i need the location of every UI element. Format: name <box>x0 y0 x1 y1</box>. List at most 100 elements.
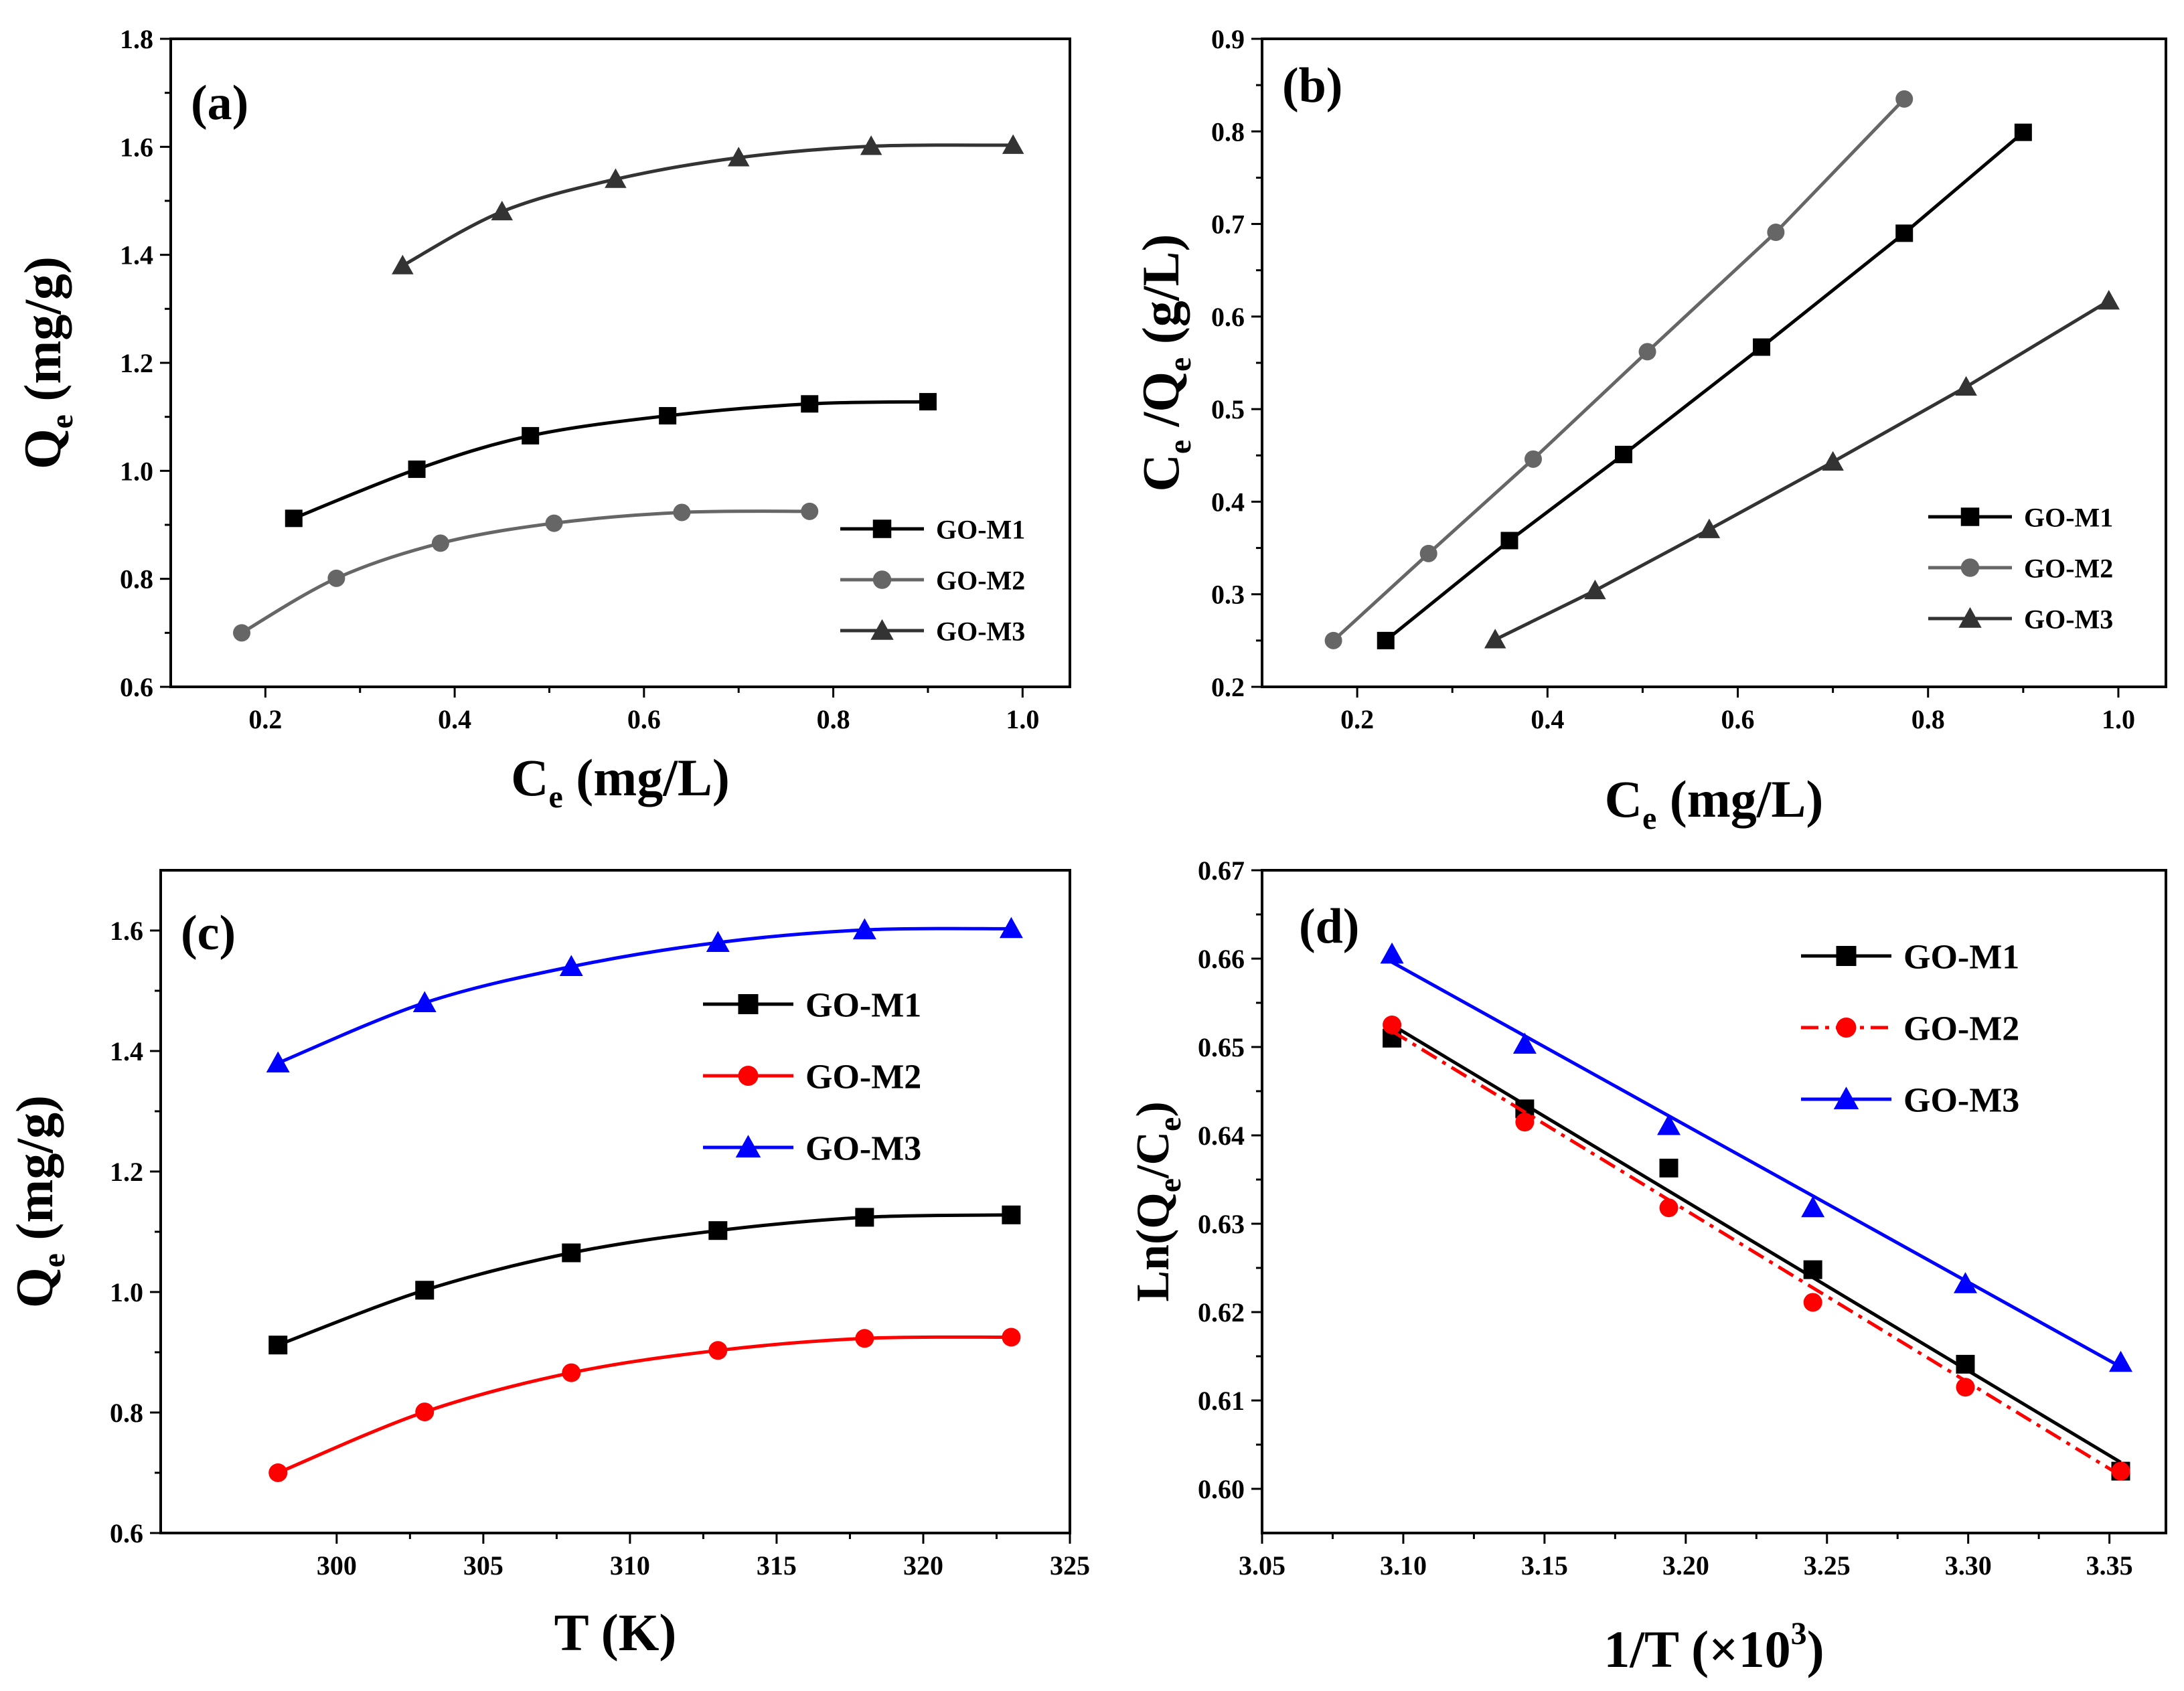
data-point <box>268 1336 288 1355</box>
data-point <box>1383 1016 1402 1034</box>
y-tick-label: 0.5 <box>1211 394 1245 424</box>
x-axis-label: T (K) <box>554 1603 677 1662</box>
data-point <box>1895 90 1914 108</box>
y-tick-label: 0.9 <box>1211 24 1245 54</box>
x-tick-label: 1.0 <box>2102 704 2135 734</box>
data-point <box>2109 1350 2132 1372</box>
chart-panel-a: 0.2 0.4 0.6 0.8 1.0 0.6 0.8 1.0 1.2 1.4 1.6 1.8 Ce (… <box>13 24 1071 815</box>
data-point <box>708 1221 728 1240</box>
x-tick-label: 0.2 <box>248 704 282 734</box>
data-point <box>706 931 730 952</box>
fit-line <box>1391 961 2122 1369</box>
data-point <box>1659 1158 1679 1178</box>
plot-frame <box>169 37 1071 688</box>
series-go-m1 <box>268 1205 1021 1355</box>
x-tick-label: 0.4 <box>1531 704 1564 734</box>
series-line <box>1332 98 1906 642</box>
data-point <box>855 1329 874 1348</box>
data-point <box>919 393 937 411</box>
y-tick-label: 0.8 <box>1211 116 1245 147</box>
data-point <box>801 395 819 413</box>
data-point <box>268 1463 288 1482</box>
data-point <box>412 991 437 1012</box>
series-go-m2 <box>1324 90 1914 649</box>
series-go-m2 <box>1383 1016 2130 1481</box>
series-line <box>277 927 1012 1065</box>
legend-marker <box>872 519 892 538</box>
y-tick-label: 1.6 <box>120 132 153 162</box>
series-line <box>402 143 1014 267</box>
y-tick-label: 1.0 <box>110 1277 143 1307</box>
y-tick-label: 0.6 <box>120 672 153 702</box>
series-go-m1 <box>1377 123 2032 649</box>
x-tick-label: 0.2 <box>1340 704 1374 734</box>
y-tick-label: 0.65 <box>1198 1032 1245 1062</box>
data-point <box>1956 1378 1975 1397</box>
data-point <box>1822 451 1844 471</box>
x-tick-label: 0.6 <box>1721 704 1755 734</box>
data-point <box>559 955 583 976</box>
legend-label: GO-M2 <box>1903 1010 2019 1048</box>
data-point <box>545 514 563 532</box>
data-point <box>1801 1196 1825 1218</box>
legend-label: GO-M1 <box>1903 939 2019 977</box>
x-tick-label: 3.20 <box>1662 1550 1709 1581</box>
x-tick-label: 325 <box>1050 1550 1090 1581</box>
y-tick-label: 1.2 <box>120 348 153 378</box>
y-tick-label: 1.0 <box>120 456 153 486</box>
chart-panel-b: 0.2 0.4 0.6 0.8 1.0 0.2 0.3 0.4 0.5 0.6 0.7 0.8 0.9 C… <box>1132 24 2167 836</box>
legend-label: GO-M2 <box>805 1058 921 1097</box>
panel-label: (c) <box>181 906 236 961</box>
legend-marker <box>1836 1018 1857 1038</box>
data-point <box>408 460 426 478</box>
data-point <box>285 509 303 528</box>
data-point <box>1380 942 1404 964</box>
x-tick-label: 3.15 <box>1521 1550 1568 1581</box>
legend: GO-M1 GO-M2 GO-M3 <box>1801 939 2019 1120</box>
y-tick-label: 0.61 <box>1198 1386 1245 1416</box>
legend-label: GO-M2 <box>2024 553 2113 583</box>
legend-label: GO-M1 <box>936 514 1025 544</box>
y-tick-label: 1.8 <box>120 24 153 54</box>
legend-marker <box>1958 607 1982 628</box>
legend-label: GO-M1 <box>805 987 921 1025</box>
data-point <box>1002 1205 1021 1224</box>
plot-frame <box>1261 869 2167 1534</box>
x-tick-label: 310 <box>610 1550 650 1581</box>
chart-panel-d: 3.05 3.10 3.15 3.20 3.25 3.30 3.35 0.60 0.61 0.62… <box>1127 856 2167 1678</box>
data-point <box>491 200 514 221</box>
data-point <box>415 1281 435 1300</box>
y-tick-label: 0.4 <box>1211 487 1245 517</box>
fit-line <box>1391 1030 2122 1477</box>
legend-label: GO-M3 <box>805 1130 921 1168</box>
data-point <box>233 624 251 642</box>
y-tick-label: 1.2 <box>110 1157 143 1187</box>
legend: GO-M1 GO-M2 GO-M3 <box>703 987 921 1168</box>
data-point <box>1803 1293 1822 1312</box>
data-point <box>1953 1272 1977 1293</box>
panel-label: (b) <box>1282 58 1342 113</box>
y-tick-label: 1.6 <box>110 916 143 946</box>
data-point <box>562 1243 581 1263</box>
data-point <box>1698 518 1721 538</box>
data-point <box>1584 579 1606 600</box>
data-point <box>673 503 691 521</box>
legend-label: GO-M2 <box>936 565 1025 595</box>
data-point <box>2014 123 2032 141</box>
x-tick-label: 0.4 <box>438 704 471 734</box>
x-tick-label: 3.10 <box>1380 1550 1427 1581</box>
data-point <box>1525 450 1542 468</box>
series-go-m3 <box>1484 290 2120 649</box>
y-tick-label: 0.66 <box>1198 944 1245 974</box>
x-tick-label: 0.6 <box>627 704 661 734</box>
data-point <box>1512 1032 1537 1054</box>
y-tick-label: 0.7 <box>1211 210 1245 240</box>
x-tick-label: 3.30 <box>1945 1550 1992 1581</box>
data-point <box>1657 1113 1681 1135</box>
legend-marker <box>872 570 892 589</box>
x-axis-label: 1/T (×103) <box>1604 1616 1824 1678</box>
data-point <box>1659 1198 1679 1218</box>
legend-marker <box>1960 507 1980 526</box>
legend-label: GO-M3 <box>1903 1082 2019 1120</box>
y-axis-label: Qe (mg/g) <box>13 256 80 469</box>
